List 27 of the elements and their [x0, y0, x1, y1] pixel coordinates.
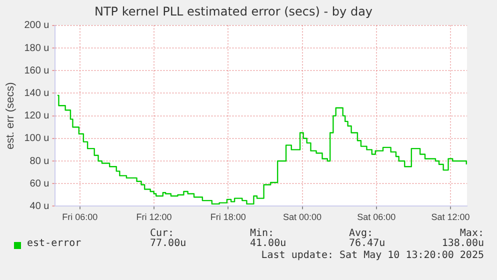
y-tick-label: 140 u	[24, 88, 50, 99]
text: 77.00u	[150, 238, 186, 249]
y-tick-label: 120 u	[24, 110, 50, 122]
y-tick-label: 100 u	[24, 133, 50, 144]
legend-label: est-error	[27, 238, 82, 249]
text: 76.47u	[349, 238, 386, 249]
y-tick-label: 160 u	[24, 65, 50, 76]
text: Avg:	[349, 228, 374, 239]
text: 41.00u	[250, 238, 286, 249]
x-tick-label: Sat 00:00	[283, 212, 322, 222]
x-tick-label: Fri 12:00	[136, 212, 172, 222]
y-tick-label: 180 u	[24, 42, 50, 54]
x-tick-label: Sat 06:00	[357, 212, 396, 222]
y-tick-label: 80 u	[30, 156, 50, 167]
text: Cur:	[150, 228, 174, 239]
y-axis-title: est. err (secs)	[4, 82, 17, 150]
y-tick-label: 60 u	[30, 178, 50, 190]
text: 138.00u	[442, 238, 484, 249]
y-tick-label: 40 u	[30, 200, 50, 212]
chart-title: NTP kernel PLL estimated error (secs) - by day	[94, 4, 373, 18]
text: Min:	[250, 228, 274, 239]
x-tick-label: Fri 18:00	[210, 212, 246, 222]
text: Max:	[460, 228, 484, 239]
text: Last update: Sat May 10 13:20:00 2025	[261, 250, 484, 261]
x-tick-label: Sat 12:00	[431, 212, 470, 222]
y-tick-label: 200 u	[24, 20, 50, 32]
x-tick-label: Fri 06:00	[62, 212, 98, 222]
